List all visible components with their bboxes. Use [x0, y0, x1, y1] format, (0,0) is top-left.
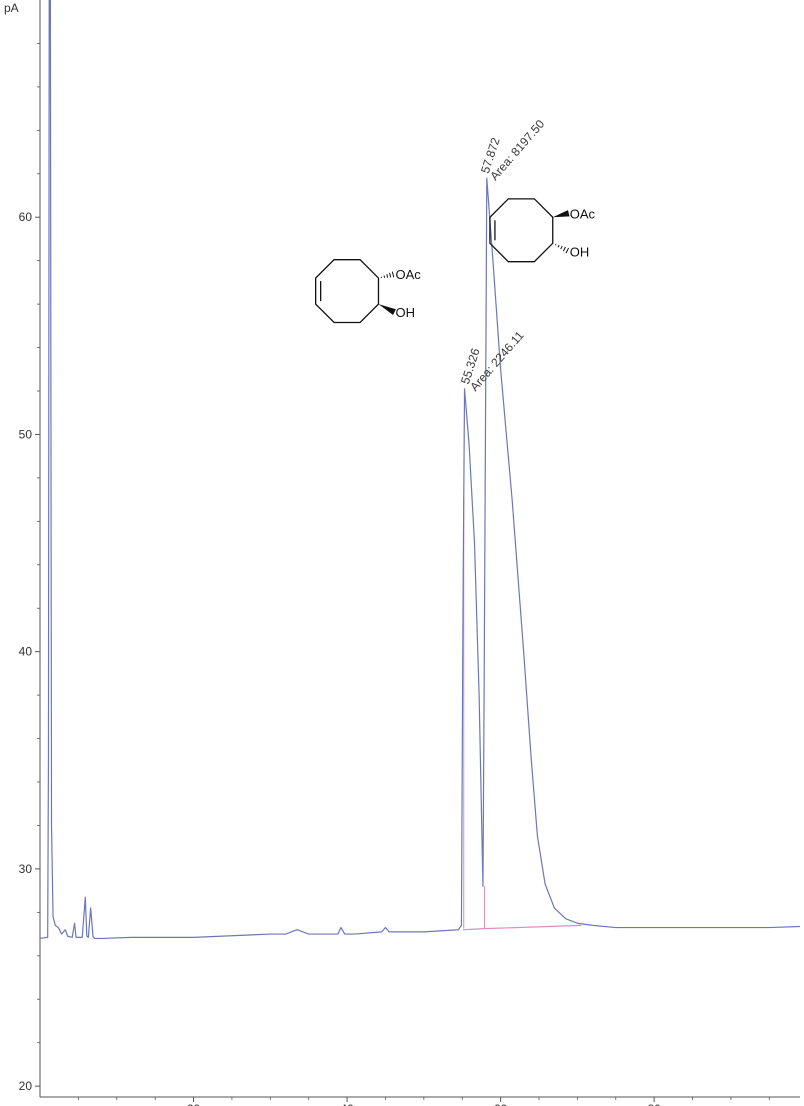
oh-label: OH: [395, 305, 415, 320]
oac-label: OAc: [395, 267, 421, 282]
x-tick-label: 80: [647, 1102, 661, 1106]
hash-line: [558, 245, 559, 247]
ring-bond: [490, 199, 553, 262]
structures: OAc OH OAc OH: [316, 199, 596, 323]
cyclooctene-structure: OAc OH: [316, 260, 422, 323]
x-tick-label: 40: [340, 1102, 354, 1106]
hash-line: [566, 248, 569, 253]
baselines: [463, 925, 581, 929]
y-tick-label: 20: [19, 1079, 33, 1093]
oac-bond: [381, 272, 393, 278]
hash-line: [384, 275, 385, 277]
oh-bond: [378, 304, 395, 315]
hash-line: [390, 273, 391, 278]
integration-baseline: [484, 925, 581, 928]
hash-line: [387, 274, 388, 277]
peak-drop-lines: [464, 499, 485, 929]
axes: 20 30 40 50 60 20 40 60 80: [19, 0, 800, 1106]
oh-bond: [555, 244, 568, 253]
ring-bond: [316, 260, 379, 323]
cyclooctene-structure: OAc OH: [490, 199, 596, 262]
y-tick-label: 60: [19, 210, 33, 224]
hash-line: [555, 244, 556, 245]
y-tick-label: 40: [19, 645, 33, 659]
trace-group: [40, 0, 800, 938]
hash-line: [563, 247, 565, 251]
y-tick-label: 50: [19, 427, 33, 441]
x-tick-label: 20: [187, 1102, 201, 1106]
integration-baseline: [463, 929, 484, 930]
y-tick-label: 30: [19, 862, 33, 876]
oac-label: OAc: [570, 206, 596, 221]
hash-line: [392, 272, 393, 278]
oh-label: OH: [570, 244, 590, 259]
hash-line: [561, 246, 563, 249]
chromatogram-trace: [40, 0, 800, 938]
oac-bond: [553, 210, 570, 217]
y-axis-title: pA: [4, 1, 19, 15]
x-tick-label: 60: [494, 1102, 508, 1106]
